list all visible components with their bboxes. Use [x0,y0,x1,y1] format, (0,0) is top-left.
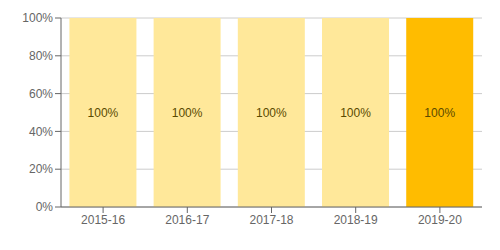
svg-text:40%: 40% [29,125,53,139]
svg-text:0%: 0% [36,200,54,214]
svg-text:2019-20: 2019-20 [418,213,462,227]
svg-text:100%: 100% [172,106,203,120]
svg-text:2016-17: 2016-17 [165,213,209,227]
svg-text:100%: 100% [22,11,53,25]
svg-text:100%: 100% [88,106,119,120]
svg-text:2015-16: 2015-16 [81,213,125,227]
svg-text:100%: 100% [340,106,371,120]
svg-text:100%: 100% [256,106,287,120]
svg-text:100%: 100% [424,106,455,120]
svg-text:2018-19: 2018-19 [334,213,378,227]
svg-text:60%: 60% [29,87,53,101]
svg-text:2017-18: 2017-18 [249,213,293,227]
svg-text:20%: 20% [29,162,53,176]
svg-text:80%: 80% [29,49,53,63]
